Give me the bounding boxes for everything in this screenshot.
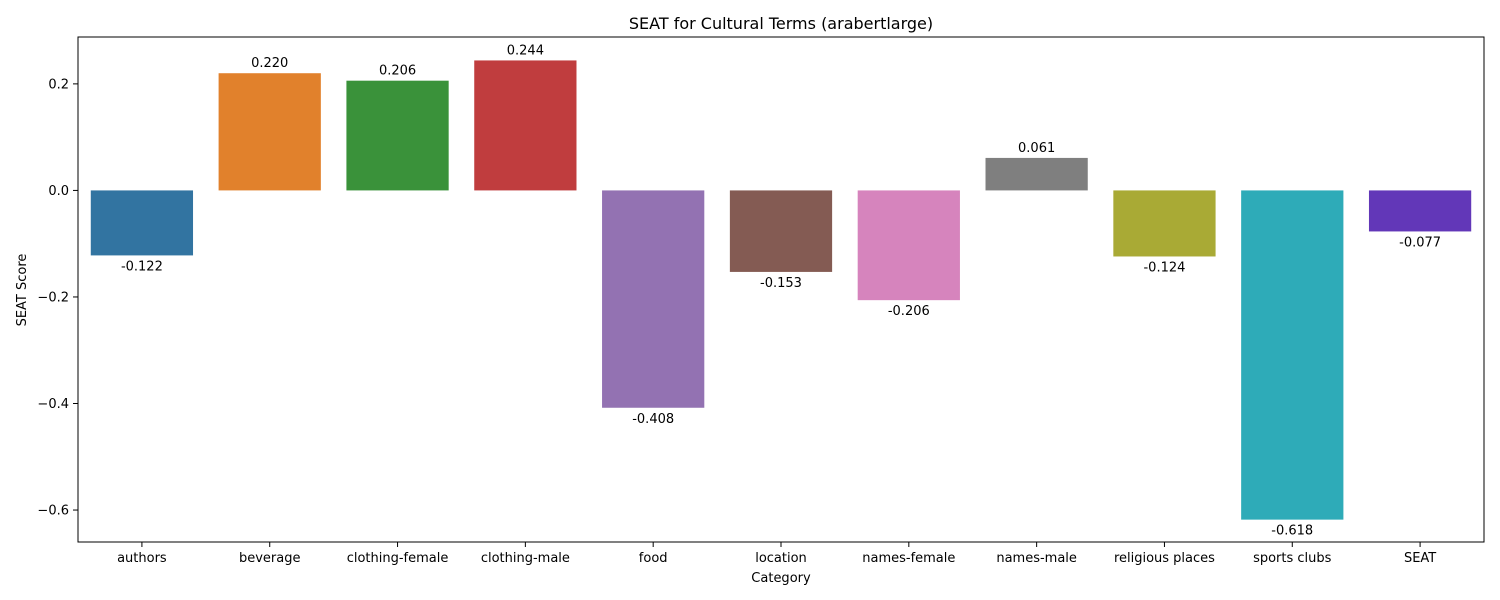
y-axis: 0.2 0.0 −0.2 −0.4 −0.6	[37, 77, 78, 519]
value-label: -0.077	[1399, 235, 1441, 250]
value-label: 0.206	[379, 64, 416, 79]
bar-clothing-female	[346, 80, 449, 191]
y-tick-label: −0.2	[37, 290, 69, 305]
value-label: -0.153	[760, 276, 802, 291]
x-tick-label: names-female	[862, 551, 955, 566]
plot-frame	[77, 36, 1485, 543]
y-axis-label: SEAT Score	[15, 254, 30, 327]
x-tick-label: authors	[117, 551, 167, 566]
value-label: 0.244	[507, 43, 544, 58]
bar-names-male	[985, 157, 1088, 191]
x-tick-label: clothing-female	[347, 551, 449, 566]
value-labels-group: -0.122 0.220 0.206 0.244 -0.408 -0.153 -0.206 0…	[121, 43, 1441, 538]
value-label: -0.124	[1143, 260, 1185, 275]
x-tick-label: names-male	[996, 551, 1077, 566]
value-label: -0.206	[888, 304, 930, 319]
x-tick-label: sports clubs	[1253, 551, 1332, 566]
x-tick-label: clothing-male	[481, 551, 570, 566]
y-tick-label: −0.6	[37, 504, 69, 519]
bar-names-female	[857, 190, 960, 301]
value-label: -0.122	[121, 259, 163, 274]
x-axis-label: Category	[751, 571, 811, 586]
y-tick-label: −0.4	[37, 397, 69, 412]
value-label: 0.220	[251, 56, 288, 71]
x-axis: authors beverage clothing-female clothing-m…	[117, 542, 1436, 566]
bar-religious-places	[1113, 190, 1216, 257]
y-tick-label: 0.2	[48, 77, 69, 92]
x-tick-label: SEAT	[1404, 551, 1436, 566]
bar-food	[602, 190, 705, 408]
value-label: 0.061	[1018, 141, 1055, 156]
y-tick-label: 0.0	[48, 184, 69, 199]
x-tick-label: religious places	[1114, 551, 1215, 566]
bar-clothing-male	[474, 60, 577, 191]
x-tick-label: location	[755, 551, 807, 566]
bars-group	[90, 60, 1472, 520]
value-label: -0.618	[1271, 524, 1313, 539]
x-tick-label: beverage	[239, 551, 301, 566]
bar-beverage	[218, 73, 321, 191]
bar-authors	[90, 190, 194, 256]
x-tick-label: food	[639, 551, 668, 566]
bar-SEAT	[1368, 190, 1472, 232]
bar-location	[729, 190, 833, 272]
chart-title: SEAT for Cultural Terms (arabertlarge)	[629, 14, 933, 33]
value-label: -0.408	[632, 412, 674, 427]
bar-sports-clubs	[1241, 190, 1344, 520]
